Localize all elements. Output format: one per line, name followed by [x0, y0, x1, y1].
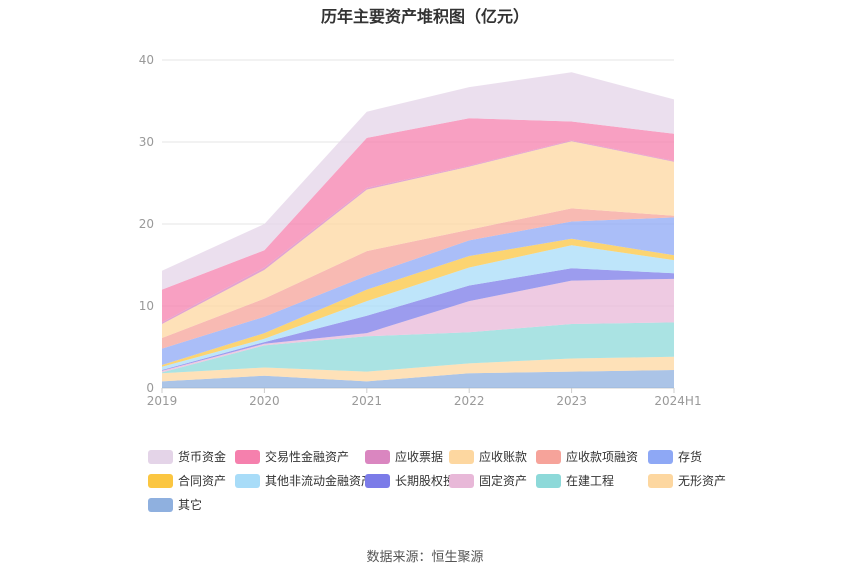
legend-label: 在建工程: [566, 474, 615, 488]
y-tick-label: 40: [139, 53, 154, 67]
legend-item[interactable]: 应收款项融资: [536, 448, 638, 466]
area-series-无形资产[interactable]: [162, 356, 674, 382]
stacked-area-chart: 0 10 20 30 40 2019 2020 2021 2022 2023 2024H1: [139, 53, 702, 408]
y-tick-label: 20: [139, 217, 154, 231]
area-series-固定资产[interactable]: [162, 278, 674, 373]
legend-item[interactable]: 合同资产: [148, 472, 226, 490]
x-tick-label: 2021: [352, 394, 383, 408]
y-tick-label: 0: [146, 381, 154, 395]
legend-swatch: [235, 473, 260, 488]
legend-swatch: [365, 473, 390, 488]
legend-label: 存货: [678, 450, 703, 464]
y-tick-label: 30: [139, 135, 154, 149]
area-series-其它[interactable]: [162, 370, 674, 388]
legend-label: 应收款项融资: [566, 450, 639, 464]
legend-label: 固定资产: [479, 474, 528, 488]
legend-item[interactable]: 其他非流动金融资产: [235, 472, 373, 490]
legend-item[interactable]: 应收票据: [365, 448, 443, 466]
area-layer: [162, 72, 674, 388]
x-tick-label: 2020: [249, 394, 280, 408]
legend-swatch: [235, 449, 260, 464]
legend-item[interactable]: 应收账款: [449, 448, 527, 466]
area-series-交易性金融资产[interactable]: [162, 118, 674, 323]
data-source: 数据来源：恒生聚源: [366, 550, 484, 565]
legend-swatch: [148, 449, 173, 464]
area-series-货币资金[interactable]: [162, 72, 674, 290]
legend-swatch: [648, 473, 673, 488]
legend-label: 货币资金: [178, 450, 227, 464]
area-series-在建工程[interactable]: [162, 322, 674, 374]
legend-swatch: [148, 497, 173, 512]
legend-label: 交易性金融资产: [265, 450, 350, 464]
legend-swatch: [449, 473, 474, 488]
y-tick-label: 10: [139, 299, 154, 313]
legend-item[interactable]: 无形资产: [648, 472, 726, 490]
legend-swatch: [148, 473, 173, 488]
legend-label: 合同资产: [178, 474, 227, 488]
x-tick-label: 2024H1: [654, 394, 701, 408]
axis-layer: 0 10 20 30 40 2019 2020 2021 2022 2023 2024H1: [139, 53, 702, 408]
area-series-合同资产[interactable]: [162, 238, 674, 367]
legend-swatch: [536, 449, 561, 464]
area-series-应收账款[interactable]: [162, 141, 674, 338]
chart-title: 历年主要资产堆积图（亿元）: [320, 7, 529, 26]
legend-label: 其它: [178, 498, 203, 512]
area-series-其他非流动金融资产[interactable]: [162, 245, 674, 370]
area-series-存货[interactable]: [162, 217, 674, 365]
legend-label: 应收票据: [395, 450, 444, 464]
legend-label: 无形资产: [678, 474, 727, 488]
area-series-应收票据[interactable]: [162, 140, 674, 324]
area-series-长期股权投资[interactable]: [162, 268, 674, 371]
legend-item[interactable]: 固定资产: [449, 472, 527, 490]
x-tick-label: 2023: [556, 394, 587, 408]
legend-item[interactable]: 在建工程: [536, 472, 614, 490]
legend-label: 其他非流动金融资产: [265, 474, 374, 488]
legend-item[interactable]: 存货: [648, 448, 702, 466]
legend-label: 应收账款: [479, 450, 528, 464]
legend-swatch: [365, 449, 390, 464]
legend-swatch: [536, 473, 561, 488]
legend-item[interactable]: 交易性金融资产: [235, 448, 349, 466]
legend-item[interactable]: 其它: [148, 496, 202, 514]
x-tick-label: 2022: [454, 394, 485, 408]
legend-swatch: [648, 449, 673, 464]
legend-swatch: [449, 449, 474, 464]
x-tick-label: 2019: [147, 394, 178, 408]
legend-item[interactable]: 货币资金: [148, 448, 226, 466]
